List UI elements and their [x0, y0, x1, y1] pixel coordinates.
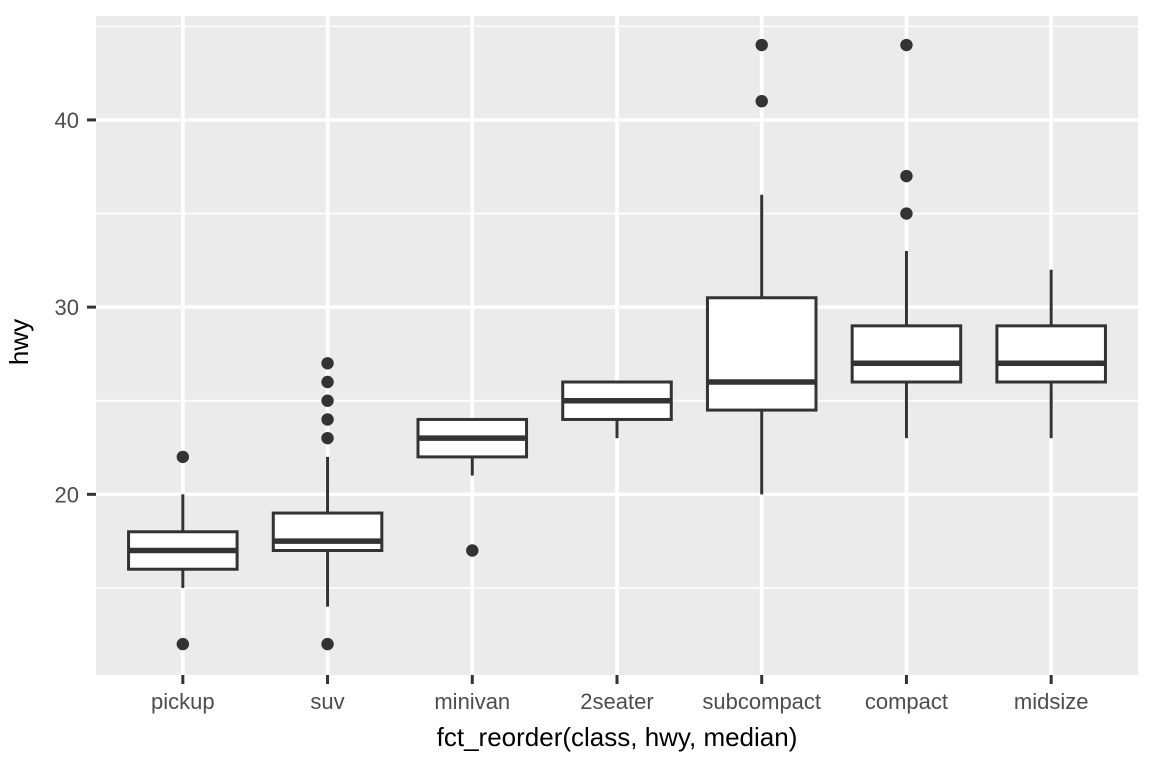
x-axis-title: fct_reorder(class, hwy, median)	[437, 722, 798, 752]
box	[995, 324, 1107, 384]
box	[271, 511, 384, 553]
outlier-point	[321, 375, 334, 389]
x-tick-label: midsize	[1014, 689, 1089, 714]
outlier-point	[176, 637, 190, 651]
outlier-point	[900, 207, 913, 220]
outlier-point	[321, 413, 334, 426]
y-axis-title: hwy	[4, 319, 34, 365]
x-tick-label: 2seater	[580, 689, 653, 714]
x-tick-label: compact	[865, 689, 948, 714]
y-tick-label: 30	[55, 295, 79, 320]
box	[850, 324, 963, 384]
box	[705, 296, 818, 412]
y-tick-label: 40	[55, 108, 79, 133]
outlier-point	[321, 637, 334, 651]
y-tick-label: 20	[55, 482, 79, 507]
x-tick-label: subcompact	[702, 689, 821, 714]
outlier-point	[321, 357, 334, 370]
outlier-point	[755, 38, 768, 52]
chart-layer: 20 30 40 pickup suv minivan 2seater subcompact c…	[55, 16, 1138, 714]
outlier-point	[176, 450, 190, 464]
outlier-point	[755, 94, 768, 108]
outlier-point	[321, 431, 334, 445]
outlier-point	[900, 169, 913, 183]
outlier-point	[900, 38, 913, 52]
x-tick-label: minivan	[434, 689, 510, 714]
outlier-point	[321, 394, 334, 407]
outlier-point	[466, 544, 479, 557]
x-tick-label: suv	[310, 689, 344, 714]
x-tick-label: pickup	[151, 689, 215, 714]
